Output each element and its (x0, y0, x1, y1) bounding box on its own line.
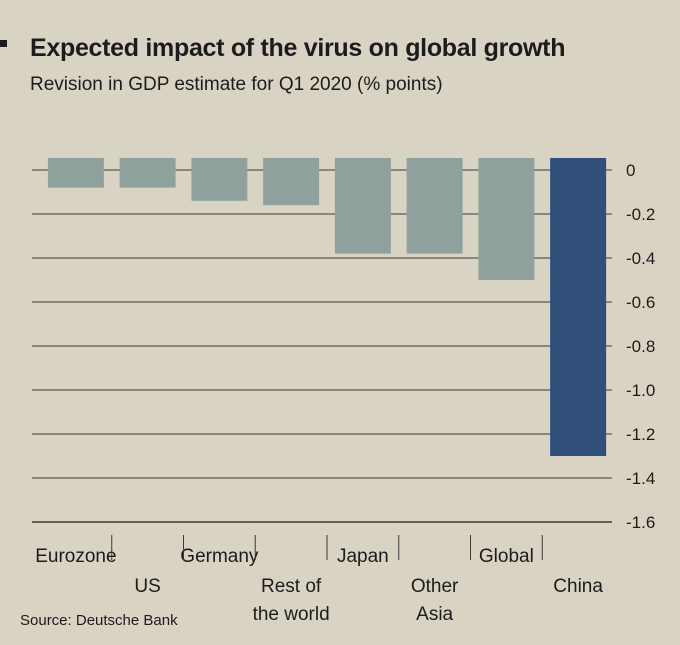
bar-other-asia (406, 158, 463, 254)
y-tick-label: -0.8 (626, 337, 655, 356)
y-tick-label: -0.2 (626, 205, 655, 224)
x-tick-label: Other (411, 576, 459, 597)
bar-japan (334, 158, 391, 254)
bar-china (550, 158, 607, 456)
y-tick-label: -0.4 (626, 249, 655, 268)
bar-eurozone (47, 158, 104, 188)
x-tick-label: Rest of (261, 576, 322, 597)
x-tick-label: the world (253, 604, 330, 625)
chart-title: Expected impact of the virus on global g… (30, 34, 566, 62)
bar-global (478, 158, 535, 280)
source-note: Source: Deutsche Bank (20, 612, 178, 629)
y-axis-ticks: 0 -0.2 -0.4 -0.6 -0.8 -1.0 -1.2 -1.4 -1.6 (626, 161, 655, 532)
x-tick-label: China (553, 576, 603, 597)
bars (47, 158, 607, 456)
x-tick-label: Eurozone (35, 546, 116, 567)
x-tick-label: Japan (337, 546, 389, 567)
x-tick-label: Germany (180, 546, 259, 567)
margin-bullet (0, 40, 7, 47)
y-tick-label: -1.6 (626, 513, 655, 532)
y-tick-label: -1.0 (626, 381, 655, 400)
bar-rest-of-the-world (263, 158, 320, 206)
x-tick-label: Global (479, 546, 534, 567)
y-tick-label: 0 (626, 161, 635, 180)
x-tick-label: US (134, 576, 160, 597)
y-tick-label: -1.2 (626, 425, 655, 444)
x-tick-label: Asia (416, 604, 453, 625)
y-tick-label: -1.4 (626, 469, 655, 488)
bar-us (119, 158, 176, 188)
y-tick-label: -0.6 (626, 293, 655, 312)
bar-germany (191, 158, 248, 201)
chart-subtitle: Revision in GDP estimate for Q1 2020 (% … (30, 74, 443, 95)
